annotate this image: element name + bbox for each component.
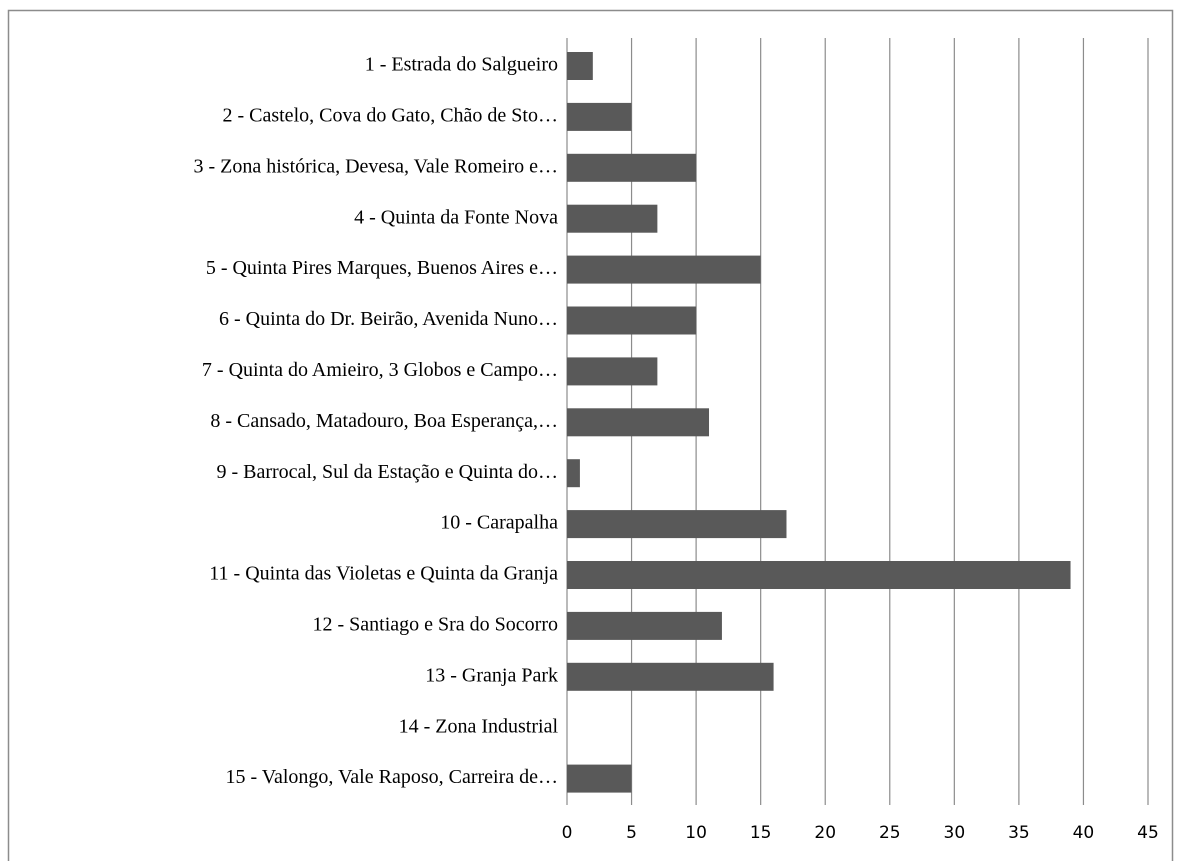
bar <box>567 153 697 182</box>
bar <box>567 459 580 488</box>
y-tick-label: 4 - Quinta da Fonte Nova <box>354 206 558 228</box>
y-tick-label: 10 - Carapalha <box>440 512 558 534</box>
x-tick-label: 20 <box>814 823 836 843</box>
x-tick-label: 15 <box>750 823 772 843</box>
y-tick-label: 9 - Barrocal, Sul da Estação e Quinta do… <box>216 461 558 483</box>
y-tick-label: 13 - Granja Park <box>425 664 558 686</box>
x-tick-label: 10 <box>685 823 707 843</box>
chart-frame <box>7 9 1174 861</box>
x-tick-label: 30 <box>944 823 966 843</box>
x-tick-label: 5 <box>626 823 637 843</box>
x-tick-label: 45 <box>1137 823 1159 843</box>
x-tick-label: 25 <box>879 823 901 843</box>
x-tick-label: 0 <box>562 823 573 843</box>
bar <box>567 611 722 640</box>
y-tick-label: 12 - Santiago e Sra do Socorro <box>312 613 558 635</box>
bar <box>567 204 658 233</box>
bar <box>567 102 632 131</box>
bar <box>567 662 774 691</box>
y-tick-label: 5 - Quinta Pires Marques, Buenos Aires e… <box>206 257 558 279</box>
bar <box>567 52 593 80</box>
bar <box>567 510 787 539</box>
x-tick-label: 40 <box>1073 823 1095 843</box>
y-tick-label: 11 - Quinta das Violetas e Quinta da Gra… <box>209 563 558 585</box>
y-tick-label: 6 - Quinta do Dr. Beirão, Avenida Nuno… <box>219 308 558 330</box>
bar <box>567 764 632 793</box>
y-tick-label: 3 - Zona histórica, Devesa, Vale Romeiro… <box>193 155 558 177</box>
y-tick-label: 1 - Estrada do Salgueiro <box>365 54 558 76</box>
bar <box>567 357 658 386</box>
x-tick-label: 35 <box>1008 823 1030 843</box>
y-tick-label: 7 - Quinta do Amieiro, 3 Globos e Campo… <box>202 359 558 381</box>
bar <box>567 408 710 437</box>
bar <box>567 561 1071 589</box>
bar <box>567 306 697 335</box>
bar <box>567 255 761 284</box>
y-tick-label: 8 - Cansado, Matadouro, Boa Esperança,… <box>210 410 558 432</box>
y-tick-label: 2 - Castelo, Cova do Gato, Chão de Sto… <box>222 104 558 126</box>
y-tick-label: 15 - Valongo, Vale Raposo, Carreira de… <box>225 766 558 788</box>
y-tick-label: 14 - Zona Industrial <box>399 715 559 737</box>
